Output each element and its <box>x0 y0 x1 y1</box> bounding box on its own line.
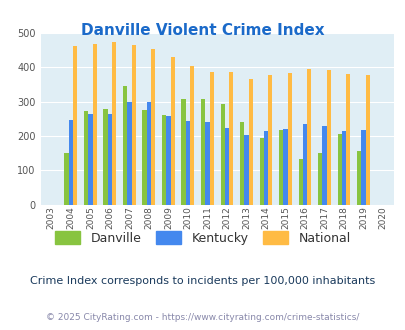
Bar <box>170 57 175 205</box>
Bar <box>267 75 272 205</box>
Bar <box>278 130 283 205</box>
Bar <box>181 99 185 205</box>
Bar <box>127 102 131 205</box>
Bar <box>64 153 68 205</box>
Bar <box>224 128 228 205</box>
Bar <box>302 124 307 205</box>
Legend: Danville, Kentucky, National: Danville, Kentucky, National <box>51 227 354 248</box>
Bar <box>298 159 302 205</box>
Bar <box>146 102 151 205</box>
Bar <box>185 120 190 205</box>
Bar <box>205 122 209 205</box>
Bar <box>337 134 341 205</box>
Bar <box>142 110 146 205</box>
Bar <box>263 131 267 205</box>
Bar <box>92 44 96 205</box>
Bar <box>190 66 194 205</box>
Bar <box>345 74 350 205</box>
Bar <box>123 85 127 205</box>
Text: © 2025 CityRating.com - https://www.cityrating.com/crime-statistics/: © 2025 CityRating.com - https://www.city… <box>46 313 359 322</box>
Bar <box>112 42 116 205</box>
Bar <box>200 99 205 205</box>
Text: Danville Violent Crime Index: Danville Violent Crime Index <box>81 23 324 38</box>
Bar <box>228 72 233 205</box>
Text: Crime Index corresponds to incidents per 100,000 inhabitants: Crime Index corresponds to incidents per… <box>30 276 375 286</box>
Bar <box>259 138 263 205</box>
Bar <box>73 46 77 205</box>
Bar <box>209 72 213 205</box>
Bar <box>244 135 248 205</box>
Bar <box>162 115 166 205</box>
Bar <box>220 104 224 205</box>
Bar <box>103 109 107 205</box>
Bar <box>84 111 88 205</box>
Bar <box>365 75 369 205</box>
Bar <box>239 121 244 205</box>
Bar <box>341 131 345 205</box>
Bar <box>360 130 365 205</box>
Bar <box>166 116 170 205</box>
Bar <box>283 129 287 205</box>
Bar <box>131 45 136 205</box>
Bar <box>248 79 252 205</box>
Bar <box>88 114 92 205</box>
Bar <box>326 70 330 205</box>
Bar <box>287 73 291 205</box>
Bar <box>68 120 73 205</box>
Bar <box>307 69 311 205</box>
Bar <box>151 49 155 205</box>
Bar <box>107 114 112 205</box>
Bar <box>322 126 326 205</box>
Bar <box>318 153 322 205</box>
Bar <box>356 151 360 205</box>
